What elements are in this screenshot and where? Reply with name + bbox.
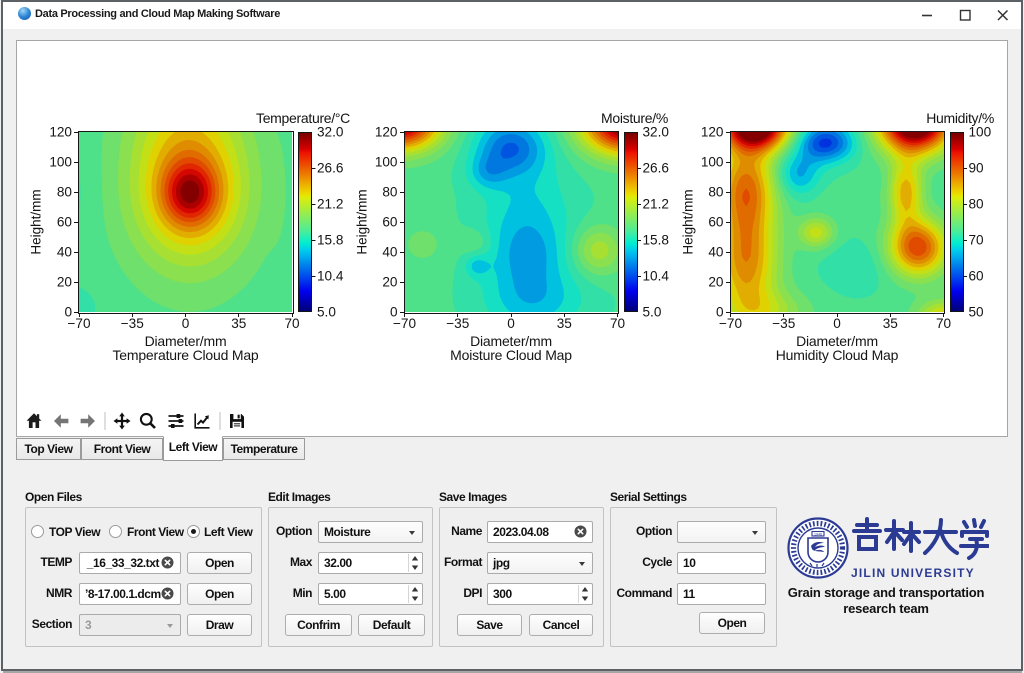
svg-text:1946: 1946 [814, 532, 822, 536]
